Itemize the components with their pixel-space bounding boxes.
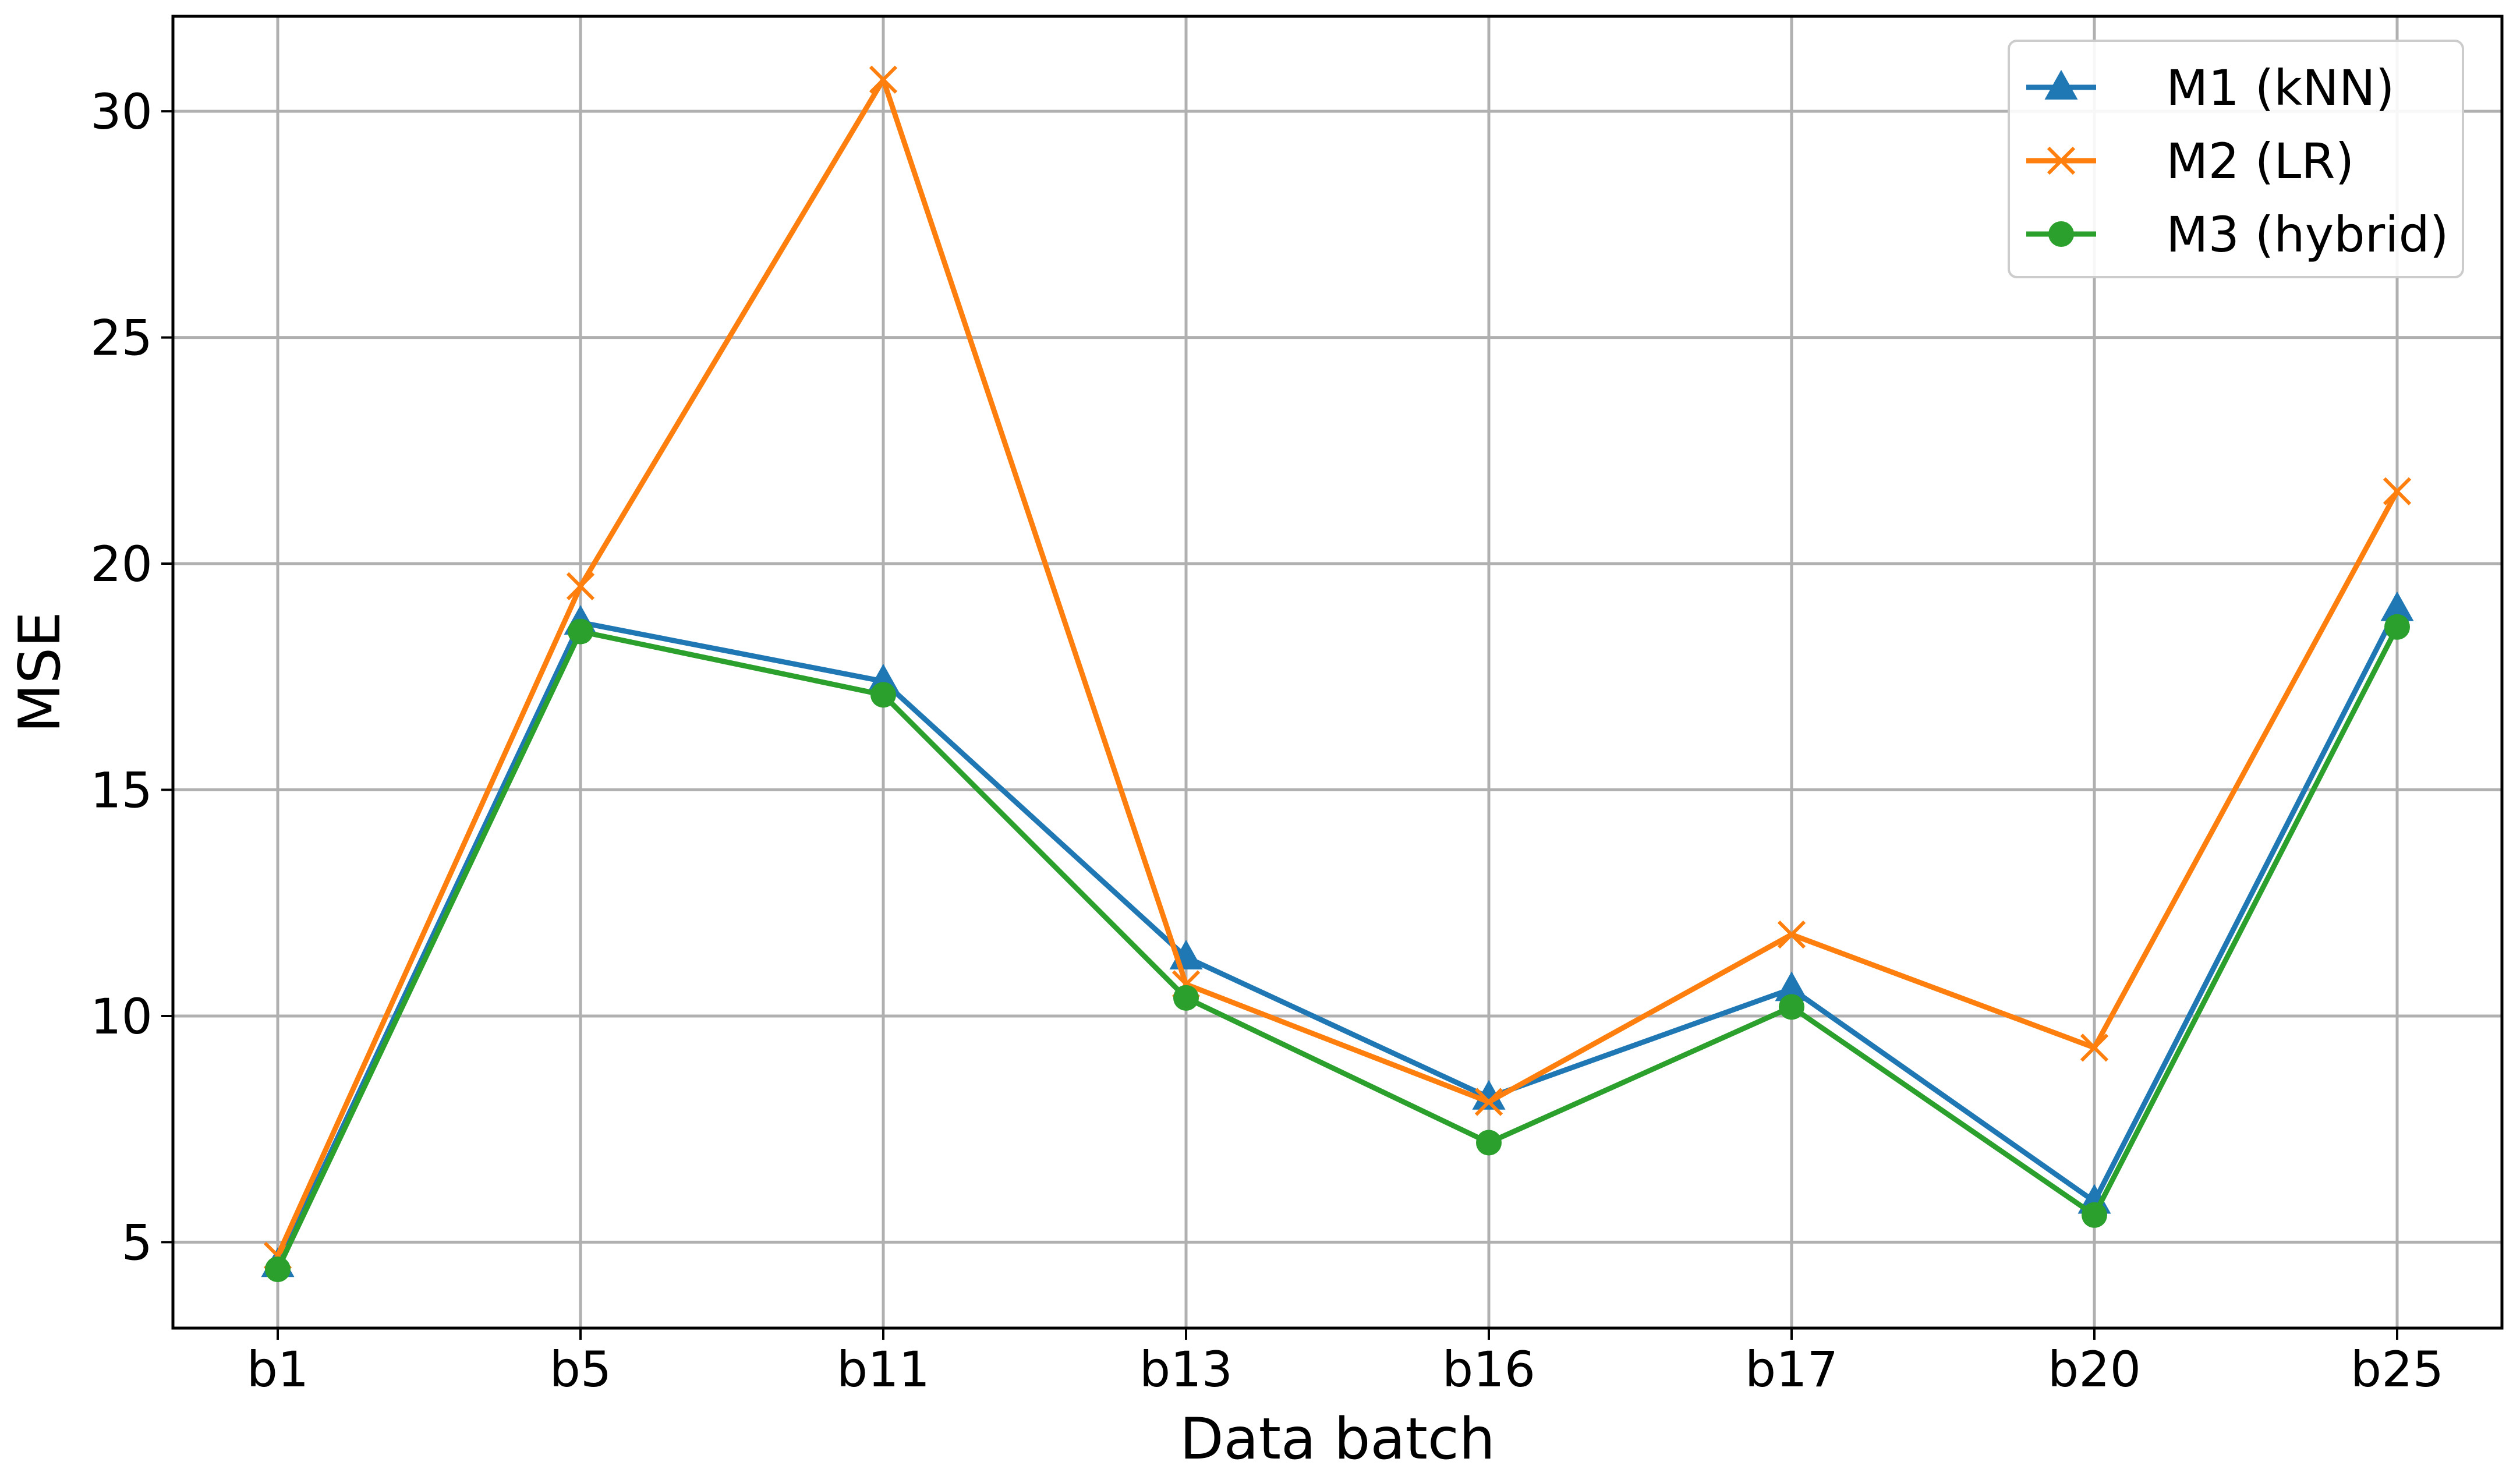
- data-point: [1173, 985, 1199, 1011]
- legend-marker-stroke: [2047, 146, 2076, 175]
- legend-item: M2 (LR): [2026, 133, 2354, 190]
- series-line: [275, 77, 2399, 1257]
- y-tick-label: 5: [122, 1214, 153, 1271]
- x-tick-label: b16: [1442, 1341, 1535, 1398]
- data-point-stroke: [566, 572, 595, 601]
- y-axis-ticks: 5 10 15 20 25 30: [90, 83, 173, 1271]
- legend-label: M2 (LR): [2166, 133, 2354, 190]
- legend-item: M3 (hybrid): [2026, 206, 2449, 263]
- data-point: [2380, 591, 2414, 621]
- legend-items: M1 (kNN) M2 (LR) M3 (hybrid): [2026, 59, 2449, 263]
- legend-item: M1 (kNN): [2026, 59, 2394, 116]
- data-point-stroke: [2080, 1033, 2109, 1062]
- data-point: [1474, 1088, 1503, 1116]
- y-axis-title: MSE: [7, 611, 73, 733]
- data-point-stroke: [2383, 477, 2412, 505]
- data-point: [1472, 1079, 1506, 1110]
- data-point: [265, 1256, 291, 1283]
- x-tick-label: b13: [1139, 1341, 1233, 1398]
- y-tick-label: 10: [90, 988, 153, 1045]
- y-tick-label: 30: [90, 83, 153, 140]
- data-point: [2383, 477, 2412, 505]
- legend-marker: [2044, 70, 2078, 100]
- data-point: [1476, 1130, 1502, 1156]
- legend-box: [2008, 40, 2464, 278]
- data-point: [2384, 614, 2410, 640]
- data-point: [568, 618, 593, 645]
- legend-label: M3 (hybrid): [2166, 206, 2449, 263]
- y-tick-label: 20: [90, 536, 153, 593]
- legend-marker: [2048, 221, 2074, 247]
- x-axis-ticks: b1 b5 b11 b13 b16 b17 b20 b25: [247, 1328, 2444, 1398]
- x-tick-label: b17: [1745, 1341, 1838, 1398]
- data-point: [869, 65, 898, 94]
- x-tick-label: b5: [550, 1341, 612, 1398]
- x-tick-label: b25: [2351, 1341, 2444, 1398]
- series-line: [275, 607, 2400, 1266]
- series-line: [275, 625, 2400, 1270]
- x-tick-label: b11: [837, 1341, 930, 1398]
- plot-area-frame: [171, 15, 2504, 1330]
- legend-label: M1 (kNN): [2166, 59, 2394, 116]
- data-point-stroke: [869, 65, 898, 94]
- data-point: [2082, 1202, 2107, 1228]
- legend-marker: [2047, 146, 2076, 175]
- data-point-stroke: [1777, 920, 1806, 949]
- y-tick-label: 25: [90, 310, 153, 367]
- x-tick-label: b20: [2048, 1341, 2141, 1398]
- x-axis-title: Data batch: [1180, 1406, 1495, 1473]
- series-3: [265, 614, 2410, 1283]
- data-series: [261, 65, 2414, 1283]
- legend: M1 (kNN) M2 (LR) M3 (hybrid): [2008, 40, 2464, 278]
- data-point-stroke: [1474, 1088, 1503, 1116]
- data-point: [1775, 971, 1808, 1001]
- data-point: [870, 682, 896, 708]
- data-point: [2080, 1033, 2109, 1062]
- data-point: [1779, 994, 1804, 1020]
- x-tick-label: b1: [247, 1341, 309, 1398]
- y-tick-label: 15: [90, 762, 153, 819]
- data-point: [566, 572, 595, 601]
- data-point: [1777, 920, 1806, 949]
